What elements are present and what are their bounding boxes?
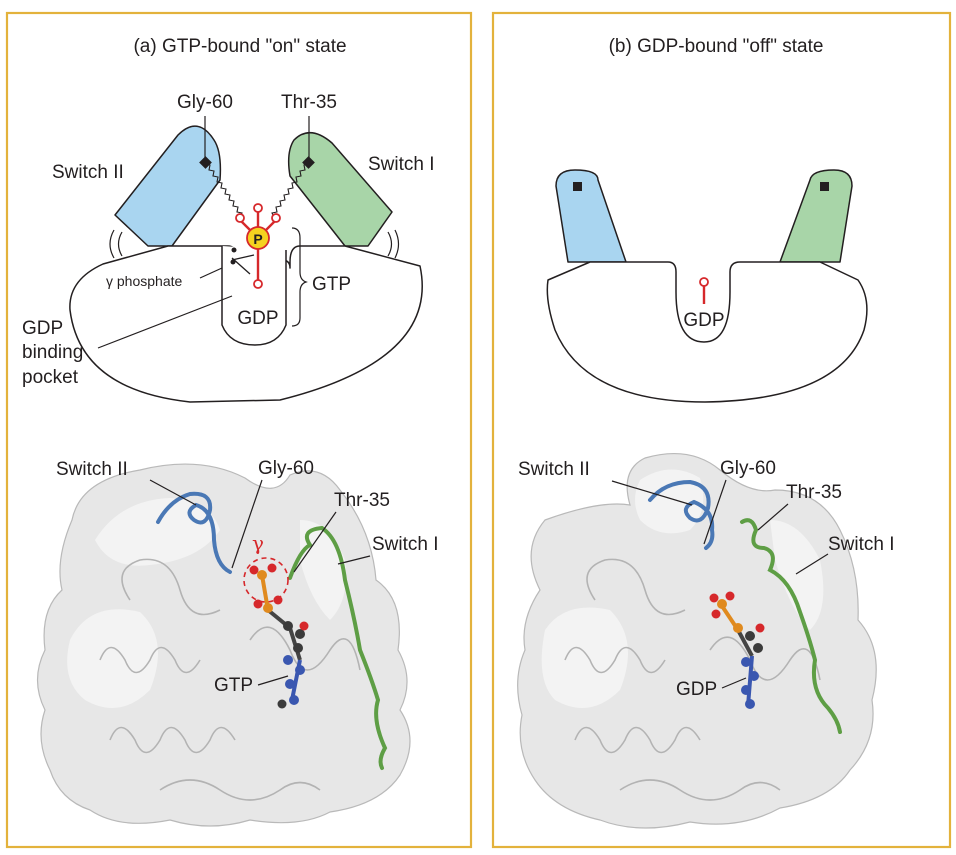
gdp-molecule-b (709, 591, 765, 709)
ribbon-b1 (564, 646, 666, 674)
gtp-label-a: GTP (312, 274, 351, 295)
gamma-phosphate-label: γ phosphate (106, 273, 182, 289)
ribbon-b5 (619, 779, 781, 801)
surface-highlight-b3 (770, 520, 824, 630)
gamma-phosphate-leader (199, 267, 223, 279)
structure-b-switch-i-leader (795, 553, 829, 575)
structure-a-gly60-leader (231, 479, 263, 569)
oxygen-atom-3 (253, 203, 263, 213)
structure-b-switch-ii-leader (611, 480, 693, 506)
gtp-bracket (291, 227, 308, 327)
arc-left-a2 (117, 231, 123, 257)
structure-b-gdp-label: GDP (676, 679, 717, 700)
pocket-label-line1: GDP (22, 318, 63, 339)
phosphorus-label: P (253, 231, 262, 247)
ribbon-a4 (249, 626, 361, 671)
spring-right (271, 162, 309, 218)
structure-a-gly60-label: Gly-60 (258, 458, 314, 479)
thr35-marker (302, 156, 315, 169)
protein-structure-a (36, 463, 411, 827)
panel-a-border (5, 11, 473, 849)
structure-a-thr35-leader (293, 511, 337, 573)
switch-i-domain (287, 132, 393, 247)
thr35-label: Thr-35 (281, 92, 337, 113)
cleavage-icon (230, 247, 255, 275)
switch-i-loop-b (740, 518, 842, 734)
ribbon-a3 (121, 558, 221, 616)
panel-a: (a) GTP-bound "on" state (5, 11, 473, 849)
structure-b-gdp-leader (721, 677, 747, 689)
panel-b-title: (b) GDP-bound "off" state (609, 36, 824, 57)
switch-ii-loop-a (156, 491, 232, 574)
structure-a-switch-ii-label: Switch II (56, 459, 128, 480)
switch-i-domain-b (779, 169, 853, 263)
panel-b: (b) GDP-bound "off" state GDP (491, 11, 952, 849)
oxygen-atom-1 (235, 213, 245, 223)
gdp-label-a: GDP (237, 308, 278, 329)
ribbon-b3 (586, 558, 686, 616)
surface-highlight-b2 (541, 607, 628, 708)
pocket-label-line2: binding (22, 342, 83, 363)
ras-body-b (546, 261, 868, 403)
gtp-molecule-a (243, 557, 309, 709)
structure-b-thr35-leader (757, 503, 789, 531)
arc-right-a2 (387, 231, 393, 257)
spring-left (205, 162, 243, 218)
gly60-label: Gly-60 (177, 92, 233, 113)
switch-i-loop-a (288, 525, 388, 770)
oxygen-atom-4 (253, 279, 263, 289)
switch-i-marker-b (820, 182, 829, 191)
ribbon-a1 (99, 646, 201, 674)
gly60-marker (199, 156, 212, 169)
protein-structure-b (517, 453, 877, 829)
switch-ii-loop-b (648, 479, 715, 550)
ribbon-a2 (109, 726, 236, 754)
structure-b-gly60-label: Gly-60 (720, 458, 776, 479)
surface-highlight-b1 (635, 469, 704, 534)
gdp-oxygen-b (699, 277, 709, 287)
structure-a-switch-i-leader (337, 555, 371, 565)
structure-b-switch-ii-label: Switch II (518, 459, 590, 480)
pocket-label-line3: pocket (22, 367, 79, 388)
switch-ii-marker-b (573, 182, 582, 191)
ribbon-b2 (574, 726, 701, 754)
structure-a-gtp-leader (257, 675, 289, 686)
panel-a-title: (a) GTP-bound "on" state (133, 36, 346, 57)
structure-a-thr35-label: Thr-35 (334, 490, 390, 511)
oxygen-atom-2 (271, 213, 281, 223)
pocket-leader (97, 295, 233, 349)
switch-i-label: Switch I (368, 154, 435, 175)
structure-b-switch-i-label: Switch I (828, 534, 895, 555)
structure-a-switch-i-label: Switch I (372, 534, 439, 555)
structure-a-switch-ii-leader (149, 479, 197, 506)
arc-right-a1 (394, 229, 400, 259)
gdp-label-b: GDP (683, 310, 724, 331)
gamma-phosphate-group: P (235, 203, 281, 289)
structure-a-gtp-label: GTP (214, 675, 253, 696)
phosphorus-atom (246, 226, 270, 250)
switch-ii-label: Switch II (52, 162, 124, 183)
gdp-pocket-a (221, 246, 287, 346)
structure-b-gly60-leader (703, 479, 727, 545)
structure-a-gamma-label: γ (252, 531, 264, 555)
switch-ii-domain-b (555, 169, 627, 263)
surface-highlight-a2 (67, 609, 158, 708)
structure-b-thr35-label: Thr-35 (786, 482, 842, 503)
ribbon-a5 (159, 779, 321, 801)
panel-b-border (491, 11, 952, 849)
ribbon-b4 (709, 636, 821, 681)
switch-ii-domain (114, 125, 222, 247)
arc-left-a1 (109, 229, 115, 259)
